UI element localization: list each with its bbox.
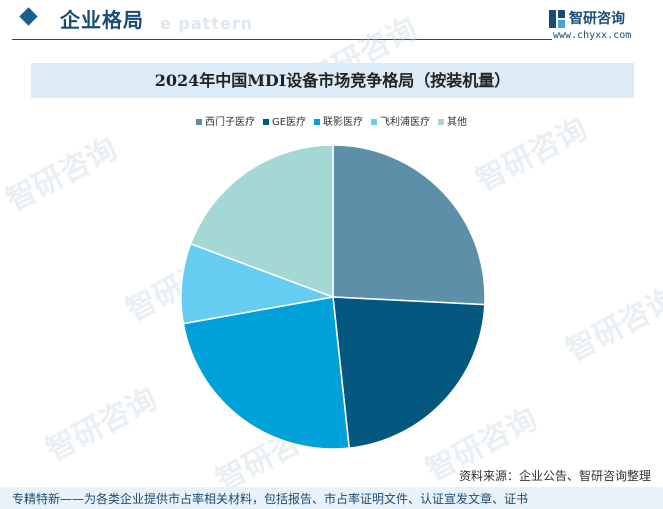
chart-title-band: 2024年中国MDI设备市场竞争格局（按装机量） (31, 63, 634, 98)
legend-item: 飞利浦医疗 (371, 113, 430, 128)
chart-title: 2024年中国MDI设备市场竞争格局（按装机量） (154, 71, 511, 90)
footer-bar: 专精特新——为各类企业提供市占率相关材料，包括报告、市占率证明文件、认证宣发文章… (0, 487, 663, 509)
legend-label: 联影医疗 (323, 117, 364, 128)
legend-label: GE医疗 (271, 117, 307, 128)
header-ghost-text: e pattern (160, 14, 254, 33)
brand-name: 智研咨询 (569, 11, 625, 27)
pie-slice-0 (332, 144, 486, 306)
legend-item: 联影医疗 (314, 113, 363, 128)
legend-swatch (314, 119, 321, 125)
footer-text: 专精特新——为各类企业提供市占率相关材料，包括报告、市占率证明文件、认证宣发文章… (12, 492, 529, 506)
source-note: 资料来源：企业公告、智研咨询整理 (458, 469, 651, 483)
page-title: 企业格局 (60, 8, 144, 32)
legend-label: 飞利浦医疗 (380, 117, 431, 128)
legend-label: 西门子医疗 (204, 117, 255, 128)
header-divider (12, 39, 552, 40)
header: e pattern 企业格局 智研咨询 www.chyxx.com (0, 0, 663, 42)
legend-swatch (195, 119, 202, 125)
legend-swatch (262, 119, 269, 125)
pie-slice-2 (182, 296, 351, 450)
legend-item: GE医疗 (262, 113, 307, 128)
pie-slice-4 (189, 144, 334, 299)
legend-item: 西门子医疗 (195, 113, 255, 128)
legend-label: 其他 (447, 117, 468, 128)
pie-slice-1 (332, 296, 486, 449)
legend-swatch (438, 119, 445, 125)
legend-item: 其他 (438, 113, 467, 128)
brand-url: www.chyxx.com (553, 30, 632, 41)
brand-icon (549, 10, 565, 28)
brand-logo: 智研咨询 www.chyxx.com (549, 8, 649, 42)
chart-legend: 西门子医疗 GE医疗 联影医疗 飞利浦医疗 其他 (0, 113, 663, 128)
legend-swatch (371, 119, 378, 125)
